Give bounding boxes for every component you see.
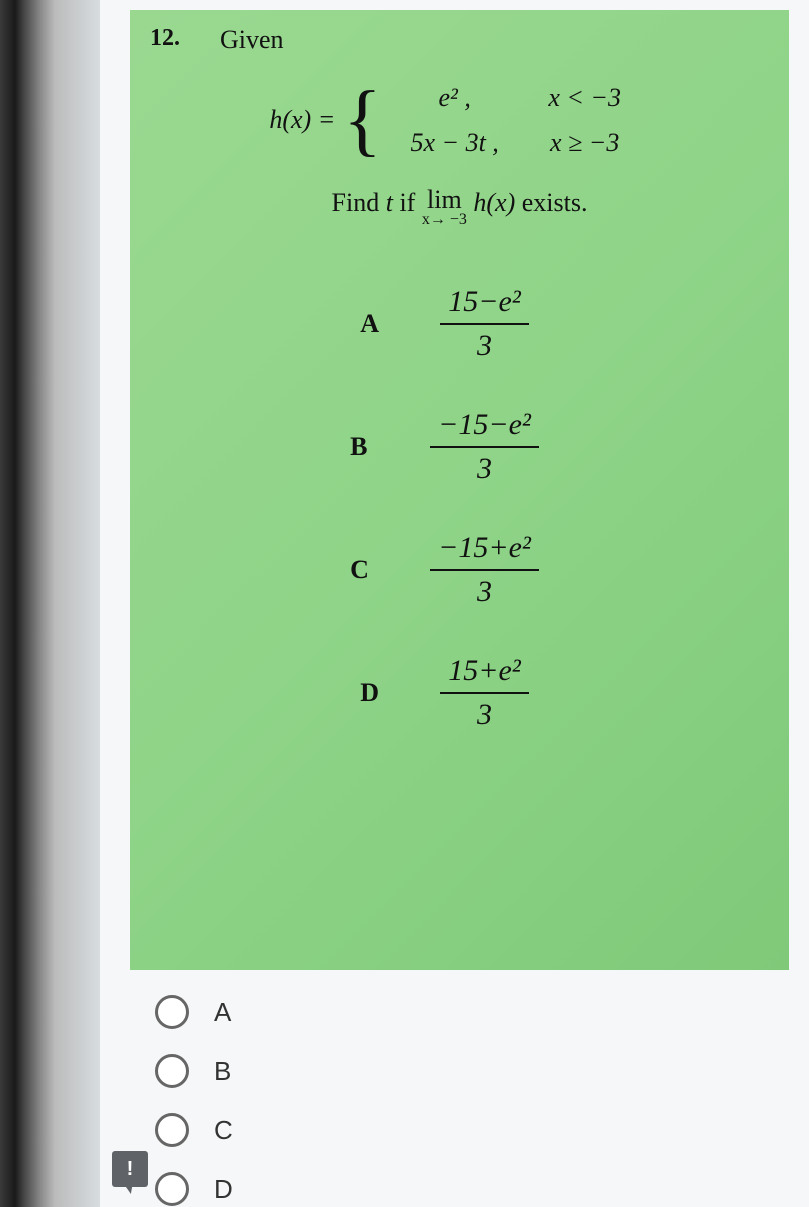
find-mid: if (393, 188, 422, 217)
option-b-den: 3 (477, 448, 492, 486)
option-a-den: 3 (477, 325, 492, 363)
answer-choices: A B C D (155, 995, 809, 1206)
option-b-letter: B (350, 432, 380, 462)
answer-choice-c[interactable]: C (155, 1113, 809, 1147)
lim-bot: x→ −3 (422, 215, 467, 225)
option-b: B −15−e² 3 (350, 408, 539, 486)
cases: e² , x < −3 5x − 3t , x ≥ −3 (390, 83, 650, 158)
function-lhs: h(x) = (269, 105, 335, 135)
inline-options: A 15−e² 3 B −15−e² 3 C −15+e² 3 (120, 285, 769, 732)
case1-expr: e² , (390, 83, 520, 113)
radio-icon[interactable] (155, 1113, 189, 1147)
option-d-letter: D (360, 678, 390, 708)
feedback-icon[interactable]: ! (112, 1151, 148, 1187)
answer-c-label: C (214, 1115, 233, 1146)
answer-a-label: A (214, 997, 231, 1028)
find-pre: Find (332, 188, 386, 217)
answer-b-label: B (214, 1056, 231, 1087)
option-c-frac: −15+e² 3 (430, 531, 539, 609)
answer-choice-a[interactable]: A (155, 995, 809, 1029)
option-d: D 15+e² 3 (360, 654, 529, 732)
radio-icon[interactable] (155, 995, 189, 1029)
option-b-frac: −15−e² 3 (430, 408, 539, 486)
option-a-letter: A (360, 309, 390, 339)
given-label: Given (220, 25, 284, 55)
limit-notation: limx→ −3 (422, 185, 467, 225)
option-a: A 15−e² 3 (360, 285, 529, 363)
option-c: C −15+e² 3 (350, 531, 539, 609)
answer-d-label: D (214, 1174, 233, 1205)
find-func: h(x) (467, 188, 522, 217)
page-content: 12. Given h(x) = { e² , x < −3 5x − 3t ,… (100, 0, 809, 1207)
option-c-num: −15+e² (430, 531, 539, 571)
option-a-num: 15−e² (440, 285, 529, 325)
option-c-den: 3 (477, 571, 492, 609)
case1-cond: x < −3 (520, 83, 650, 113)
lim-top: lim (427, 185, 462, 214)
case2-expr: 5x − 3t , (390, 128, 520, 158)
piecewise-function: h(x) = { e² , x < −3 5x − 3t , x ≥ −3 (150, 80, 769, 160)
device-bezel (0, 0, 100, 1207)
case-row-1: e² , x < −3 (390, 83, 650, 113)
question-card: 12. Given h(x) = { e² , x < −3 5x − 3t ,… (130, 10, 789, 970)
option-c-letter: C (350, 555, 380, 585)
question-header: 12. Given (150, 25, 769, 55)
radio-icon[interactable] (155, 1172, 189, 1206)
option-b-num: −15−e² (430, 408, 539, 448)
feedback-glyph: ! (127, 1158, 134, 1181)
find-line: Find t if limx→ −3 h(x) exists. (150, 185, 769, 225)
radio-icon[interactable] (155, 1054, 189, 1088)
find-var: t (386, 188, 393, 217)
option-a-frac: 15−e² 3 (440, 285, 529, 363)
answer-choice-d[interactable]: D (155, 1172, 809, 1206)
option-d-frac: 15+e² 3 (440, 654, 529, 732)
option-d-den: 3 (477, 694, 492, 732)
question-number: 12. (150, 25, 180, 52)
answer-choice-b[interactable]: B (155, 1054, 809, 1088)
find-post: exists. (522, 188, 588, 217)
option-d-num: 15+e² (440, 654, 529, 694)
case-row-2: 5x − 3t , x ≥ −3 (390, 128, 650, 158)
brace-icon: { (343, 80, 381, 160)
case2-cond: x ≥ −3 (520, 128, 650, 158)
